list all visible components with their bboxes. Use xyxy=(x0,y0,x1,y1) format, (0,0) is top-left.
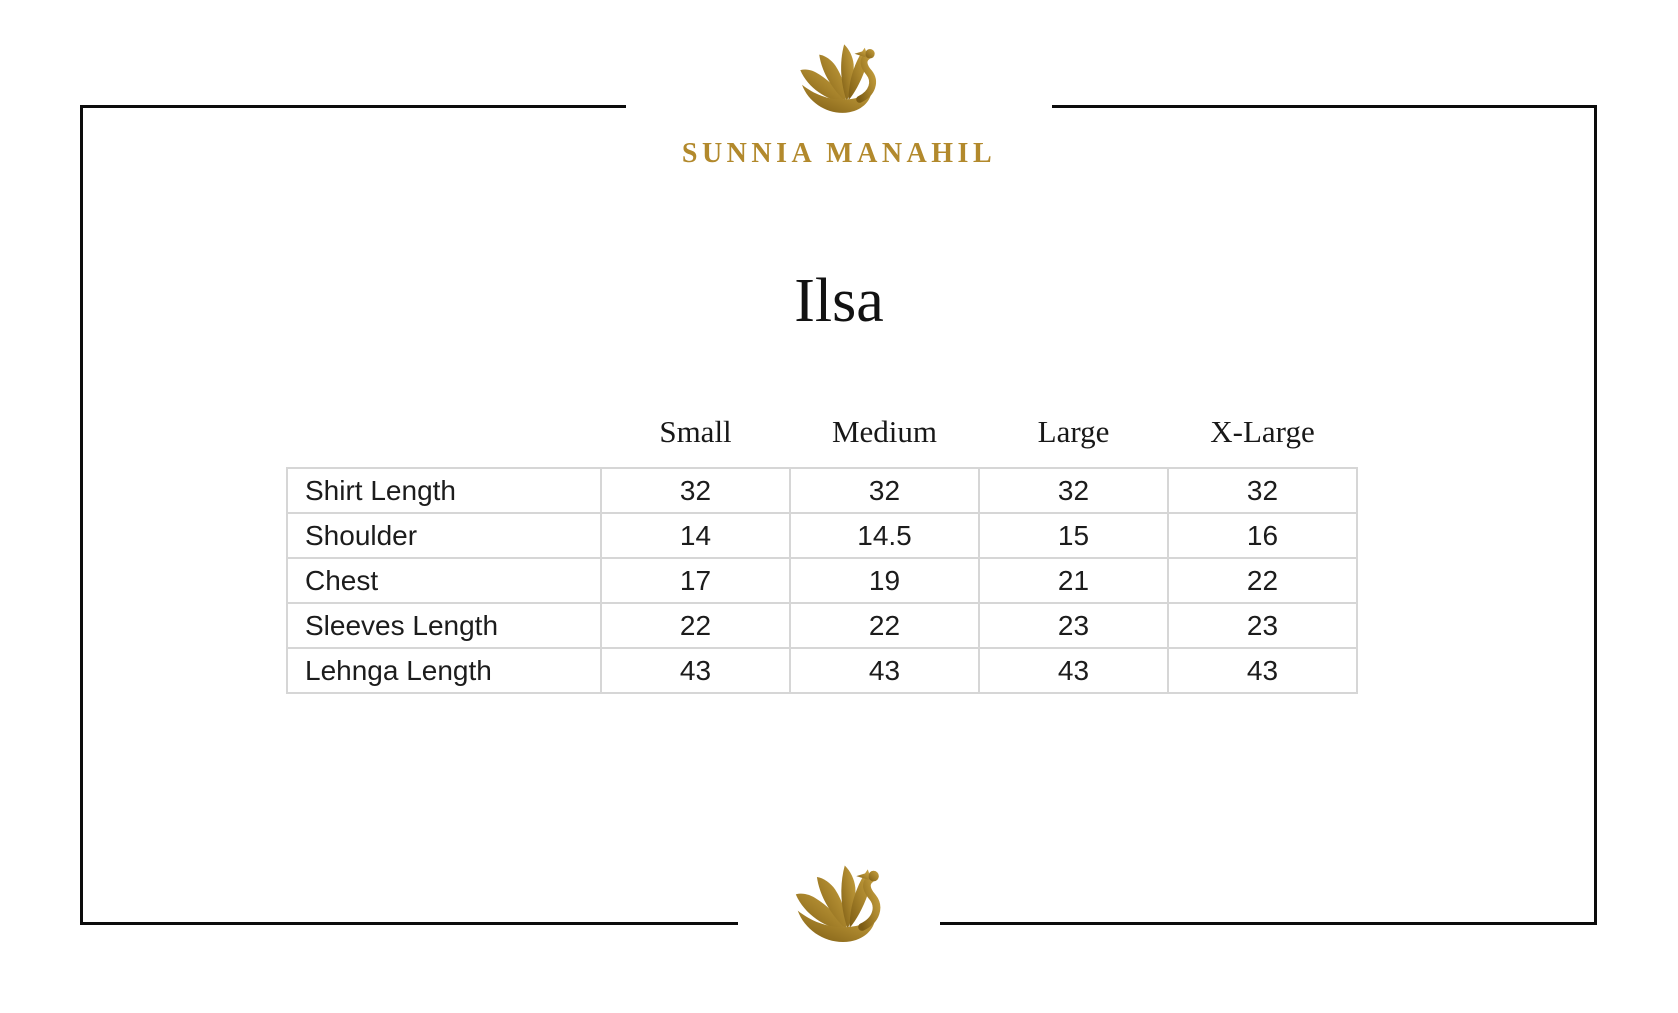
size-header-medium: Medium xyxy=(831,414,938,449)
swan-icon xyxy=(795,865,881,943)
frame-border-left xyxy=(80,105,83,925)
measurement-value-medium: 43 xyxy=(791,649,978,692)
measurement-value-small: 14 xyxy=(602,514,789,557)
measurement-value-small: 43 xyxy=(602,649,789,692)
measurement-value-small: 22 xyxy=(602,604,789,647)
measurement-value-large: 32 xyxy=(980,469,1167,512)
row-label: Shirt Length xyxy=(288,469,600,512)
measurement-value-small: 32 xyxy=(602,469,789,512)
size-header-x-large: X-Large xyxy=(1210,414,1315,449)
size-header-small: Small xyxy=(659,414,732,449)
frame-border-top-right xyxy=(1052,105,1597,108)
size-header-spacer xyxy=(288,398,600,454)
product-title: Ilsa xyxy=(794,267,884,335)
row-label: Sleeves Length xyxy=(288,604,600,647)
measurement-value-x-large: 16 xyxy=(1169,514,1356,557)
swan-icon xyxy=(800,44,876,113)
row-label: Chest xyxy=(288,559,600,602)
measurement-value-large: 15 xyxy=(980,514,1167,557)
size-chart-table: Shirt Length 32 32 32 32 Shoulder 14 14.5 15 16 Ch… xyxy=(286,467,1358,694)
row-label: Shoulder xyxy=(288,514,600,557)
measurement-value-large: 43 xyxy=(980,649,1167,692)
measurement-value-large: 23 xyxy=(980,604,1167,647)
measurement-value-medium: 14.5 xyxy=(791,514,978,557)
frame-border-top-left xyxy=(80,105,626,108)
measurement-value-medium: 32 xyxy=(791,469,978,512)
measurement-value-medium: 22 xyxy=(791,604,978,647)
measurement-value-x-large: 22 xyxy=(1169,559,1356,602)
brand-name: SUNNIA MANAHIL xyxy=(681,138,997,169)
measurement-value-x-large: 32 xyxy=(1169,469,1356,512)
measurement-value-x-large: 43 xyxy=(1169,649,1356,692)
measurement-value-large: 21 xyxy=(980,559,1167,602)
brand-logo-bottom xyxy=(0,854,1678,950)
row-label: Lehnga Length xyxy=(288,649,600,692)
brand-logo-top xyxy=(0,34,1678,120)
frame-border-bottom-right xyxy=(940,922,1597,925)
measurement-value-small: 17 xyxy=(602,559,789,602)
measurement-value-medium: 19 xyxy=(791,559,978,602)
frame-border-right xyxy=(1594,105,1597,925)
size-header-row: Small Medium Large X-Large xyxy=(286,398,1358,454)
frame-border-bottom-left xyxy=(80,922,738,925)
size-header-large: Large xyxy=(1037,414,1110,449)
measurement-value-x-large: 23 xyxy=(1169,604,1356,647)
